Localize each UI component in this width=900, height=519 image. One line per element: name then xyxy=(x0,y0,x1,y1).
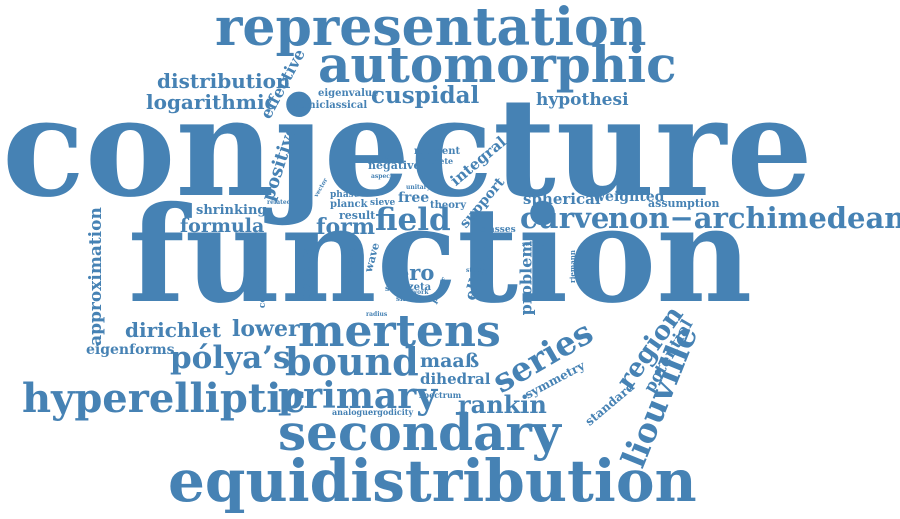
word-setting: setting xyxy=(522,241,546,248)
word-sieve: sieve xyxy=(370,198,396,208)
word-aspect: aspect xyxy=(371,173,393,180)
word-distribution: distribution xyxy=(157,69,291,93)
word-spectrum: spectrum xyxy=(419,390,462,400)
word-eigenvalue: eigenvalue xyxy=(318,88,379,99)
word-discrete: discrete xyxy=(417,156,454,166)
word-free: free xyxy=(398,190,430,206)
word-result: result xyxy=(339,209,376,222)
word-dihedral: dihedral xyxy=(420,370,491,388)
word-zeta: zeta xyxy=(408,282,432,293)
word-classes: classes xyxy=(480,225,516,235)
word-work: work xyxy=(412,289,429,296)
word-phase: phase xyxy=(330,190,360,200)
word-spherical: spherical xyxy=(523,190,601,208)
word-form: form xyxy=(316,214,376,240)
word-shrinking: shrinking xyxy=(196,203,267,218)
word-primary: primary xyxy=(278,375,438,417)
word-study: study xyxy=(466,267,485,274)
word-cuspidal: cuspidal xyxy=(371,82,480,109)
word-secondary: secondary xyxy=(278,403,561,462)
word-radius: radius xyxy=(366,311,388,318)
word-unitary: unitary xyxy=(406,184,431,191)
word-automorphic: automorphic xyxy=(318,35,677,94)
word-semiclassical: semiclassical xyxy=(293,100,368,111)
word-assumption: assumption xyxy=(648,197,720,210)
word-rankin: rankin xyxy=(458,390,547,419)
word-conjecture: conjecture xyxy=(2,68,813,228)
word-riemann: riemann xyxy=(567,250,577,283)
word-analogue: analogue xyxy=(332,407,374,417)
word-hyperelliptic: hyperelliptic xyxy=(22,375,306,422)
word-eigenforms: eigenforms xyxy=(86,342,175,358)
word-negative: negative xyxy=(368,159,421,172)
word-dirichlet: dirichlet xyxy=(125,318,221,342)
word-conditional: conditional xyxy=(258,250,269,309)
word-non-archimedean: non−archimedean xyxy=(608,201,900,235)
word-related: related xyxy=(267,199,291,206)
word-weighted: weighted xyxy=(593,189,665,205)
word-ergodicity: ergodicity xyxy=(368,407,414,417)
word-mertens: mertens xyxy=(298,306,501,357)
word-theory: theory xyxy=(430,200,467,211)
word-field: field xyxy=(375,202,451,238)
word-logarithmic: logarithmic xyxy=(146,90,277,114)
word-zero: zero xyxy=(384,260,435,285)
word-formula: formula xyxy=(180,215,265,237)
word-problem: problem xyxy=(516,240,536,316)
word-function: function xyxy=(128,178,753,333)
word-representation: representation xyxy=(215,0,647,58)
word-sum: sum xyxy=(385,283,404,293)
word-bound: bound xyxy=(285,339,419,384)
word-approximation: approximation xyxy=(85,207,106,346)
word-similar: similar xyxy=(396,294,424,303)
word-hypothesi: hypothesi xyxy=(536,90,629,110)
word-planck: planck xyxy=(330,199,368,210)
word-polyas: pólya’s xyxy=(170,340,291,376)
word-density: density xyxy=(298,248,314,301)
word-lower: lower xyxy=(232,316,300,342)
word-certain: certain xyxy=(370,154,394,161)
word-equidistribution: equidistribution xyxy=(168,447,697,515)
word-moment: moment xyxy=(414,146,461,157)
word-maass: maaß xyxy=(420,350,480,372)
word-curve: curve xyxy=(520,201,610,235)
